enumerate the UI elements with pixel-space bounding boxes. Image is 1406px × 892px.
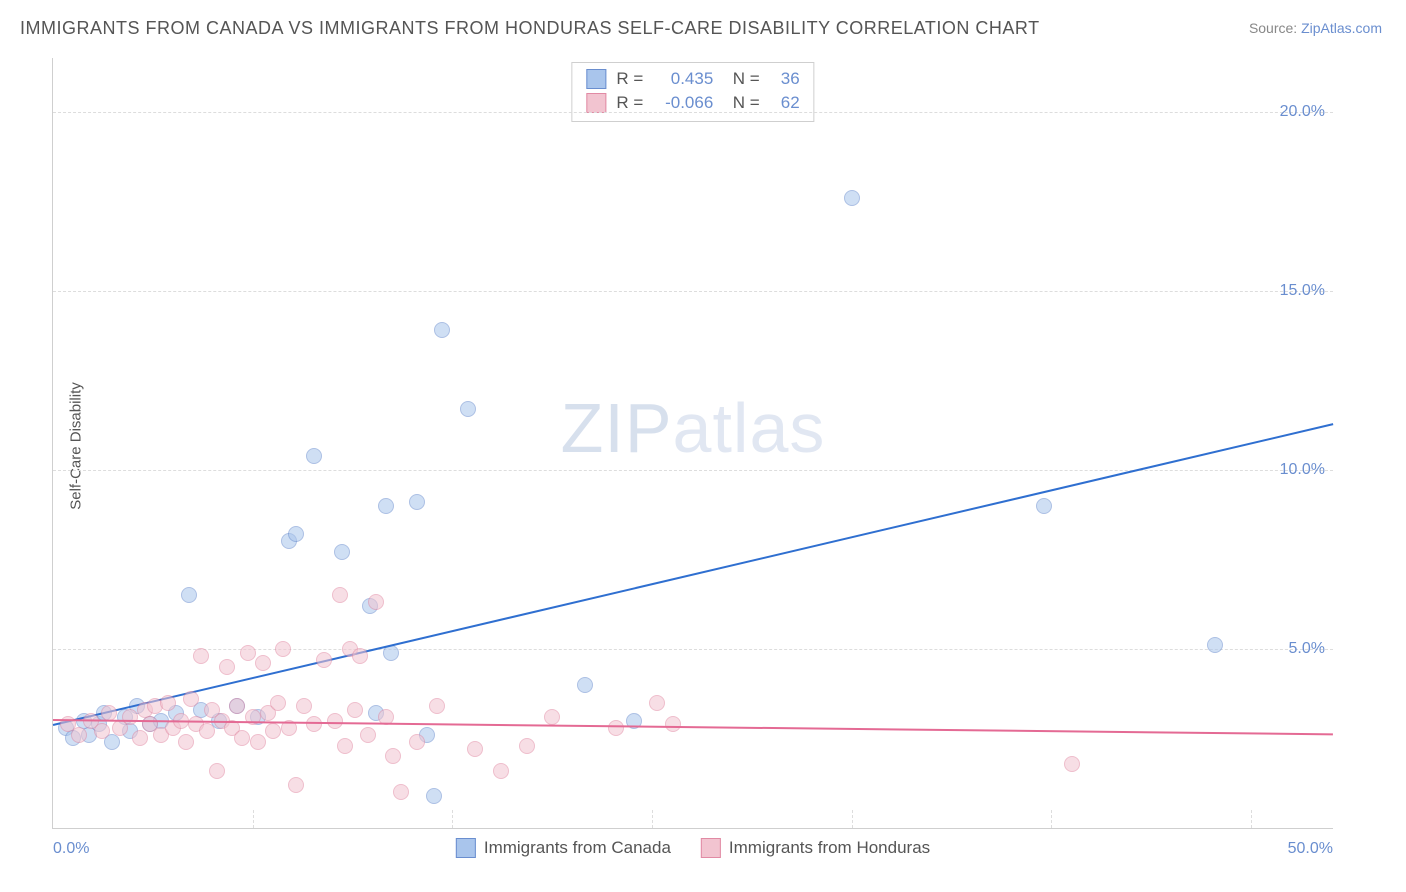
data-point xyxy=(519,738,535,754)
watermark-thin: atlas xyxy=(673,389,826,467)
data-point xyxy=(316,652,332,668)
gridline-v xyxy=(1251,810,1252,828)
data-point xyxy=(296,698,312,714)
data-point xyxy=(378,498,394,514)
xtick-label: 50.0% xyxy=(1288,840,1333,858)
data-point xyxy=(306,716,322,732)
ytick-label: 5.0% xyxy=(1289,640,1325,658)
source-prefix: Source: xyxy=(1249,20,1301,36)
gridline-h xyxy=(53,291,1333,292)
data-point xyxy=(229,698,245,714)
data-point xyxy=(368,594,384,610)
data-point xyxy=(429,698,445,714)
data-point xyxy=(393,784,409,800)
data-point xyxy=(193,648,209,664)
data-point xyxy=(352,648,368,664)
legend-label-honduras: Immigrants from Honduras xyxy=(729,838,930,858)
data-point xyxy=(577,677,593,693)
data-point xyxy=(1207,637,1223,653)
source-attribution: Source: ZipAtlas.com xyxy=(1249,20,1382,36)
plot-area: ZIPatlas R = 0.435 N = 36 R = -0.066 N =… xyxy=(52,58,1333,829)
data-point xyxy=(334,544,350,560)
data-point xyxy=(649,695,665,711)
bottom-legend: Immigrants from Canada Immigrants from H… xyxy=(456,838,930,858)
legend-item-canada: Immigrants from Canada xyxy=(456,838,671,858)
data-point xyxy=(434,322,450,338)
data-point xyxy=(493,763,509,779)
data-point xyxy=(132,730,148,746)
stats-row-canada: R = 0.435 N = 36 xyxy=(586,67,799,91)
data-point xyxy=(71,727,87,743)
data-point xyxy=(332,587,348,603)
trend-line xyxy=(53,423,1333,726)
swatch-honduras xyxy=(586,93,606,113)
gridline-v xyxy=(253,810,254,828)
gridline-v xyxy=(452,810,453,828)
data-point xyxy=(181,587,197,603)
data-point xyxy=(460,401,476,417)
ytick-label: 10.0% xyxy=(1280,461,1325,479)
data-point xyxy=(409,734,425,750)
legend-item-honduras: Immigrants from Honduras xyxy=(701,838,930,858)
data-point xyxy=(337,738,353,754)
data-point xyxy=(219,659,235,675)
data-point xyxy=(160,695,176,711)
data-point xyxy=(1064,756,1080,772)
r-value-canada: 0.435 xyxy=(653,67,713,91)
legend-swatch-honduras xyxy=(701,838,721,858)
watermark-bold: ZIP xyxy=(561,389,673,467)
data-point xyxy=(385,748,401,764)
source-link[interactable]: ZipAtlas.com xyxy=(1301,20,1382,36)
data-point xyxy=(467,741,483,757)
r-label: R = xyxy=(616,67,643,91)
data-point xyxy=(250,734,266,750)
xtick-label: 0.0% xyxy=(53,840,89,858)
data-point xyxy=(1036,498,1052,514)
swatch-canada xyxy=(586,69,606,89)
data-point xyxy=(360,727,376,743)
chart-title: IMMIGRANTS FROM CANADA VS IMMIGRANTS FRO… xyxy=(20,18,1040,39)
data-point xyxy=(255,655,271,671)
data-point xyxy=(288,526,304,542)
data-point xyxy=(270,695,286,711)
data-point xyxy=(426,788,442,804)
data-point xyxy=(844,190,860,206)
data-point xyxy=(327,713,343,729)
gridline-v xyxy=(1051,810,1052,828)
n-value-canada: 36 xyxy=(770,67,800,91)
data-point xyxy=(209,763,225,779)
data-point xyxy=(94,723,110,739)
data-point xyxy=(275,641,291,657)
data-point xyxy=(665,716,681,732)
gridline-h xyxy=(53,112,1333,113)
data-point xyxy=(183,691,199,707)
watermark: ZIPatlas xyxy=(561,388,826,468)
data-point xyxy=(178,734,194,750)
data-point xyxy=(608,720,624,736)
ytick-label: 20.0% xyxy=(1280,103,1325,121)
data-point xyxy=(544,709,560,725)
data-point xyxy=(234,730,250,746)
stats-legend-box: R = 0.435 N = 36 R = -0.066 N = 62 xyxy=(571,62,814,122)
data-point xyxy=(240,645,256,661)
legend-label-canada: Immigrants from Canada xyxy=(484,838,671,858)
n-label: N = xyxy=(723,67,759,91)
data-point xyxy=(306,448,322,464)
data-point xyxy=(288,777,304,793)
data-point xyxy=(347,702,363,718)
data-point xyxy=(409,494,425,510)
data-point xyxy=(265,723,281,739)
gridline-v xyxy=(852,810,853,828)
ytick-label: 15.0% xyxy=(1280,282,1325,300)
legend-swatch-canada xyxy=(456,838,476,858)
data-point xyxy=(122,709,138,725)
gridline-v xyxy=(652,810,653,828)
data-point xyxy=(199,723,215,739)
